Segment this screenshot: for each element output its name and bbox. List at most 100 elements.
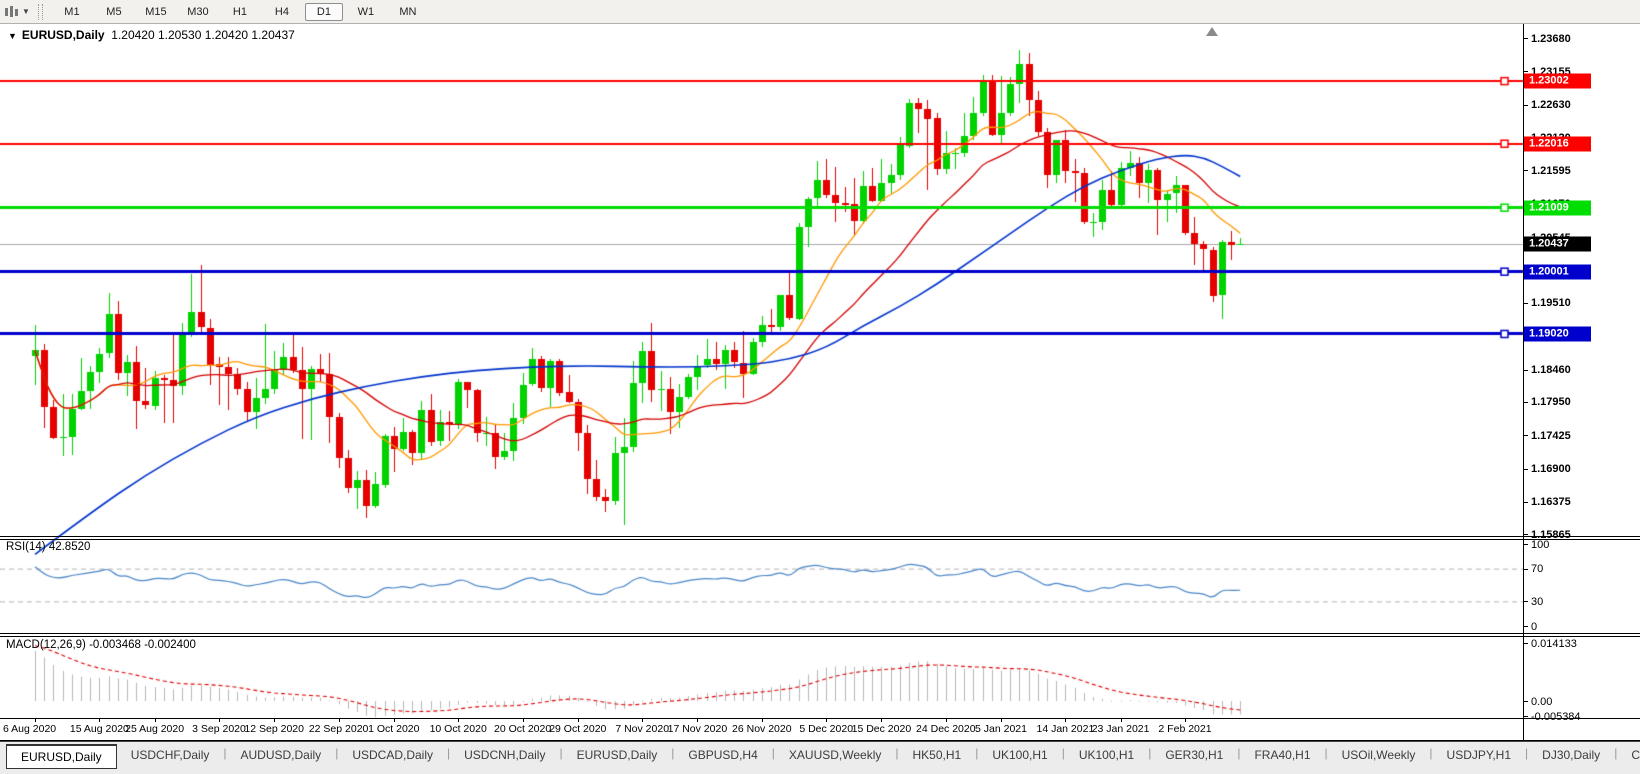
date-axis-label: 24 Dec 2020 [916, 723, 976, 735]
date-tick-mark [577, 718, 579, 722]
chart-tab-usdchf-daily[interactable]: USDCHF,Daily [130, 748, 210, 762]
level-price-badge[interactable]: 1.21009 [1524, 200, 1591, 216]
chart-tab-ger30-h1[interactable]: GER30,H1 [1165, 748, 1224, 762]
date-tick-mark [761, 718, 763, 722]
level-price-badge[interactable]: 1.20001 [1524, 264, 1591, 280]
timeframe-button-h4[interactable]: H4 [274, 5, 289, 18]
date-axis-label: 15 Dec 2020 [851, 723, 912, 735]
date-tick-mark [881, 718, 883, 722]
date-axis-line [0, 718, 1640, 719]
date-tick-mark [154, 718, 156, 722]
date-axis-label: 22 Sep 2020 [308, 723, 369, 735]
date-axis-label: 1 Oct 2020 [368, 723, 420, 735]
date-axis-label: 2 Feb 2021 [1158, 723, 1212, 735]
date-axis-label: 17 Nov 2020 [667, 723, 728, 735]
chart-ohlc-values: 1.20420 1.20530 1.20420 1.20437 [111, 28, 295, 42]
chart-tab-usdcnh-daily[interactable]: USDCNH,Daily [464, 748, 546, 762]
chart-tab-usdjpy-h1[interactable]: USDJPY,H1 [1446, 748, 1512, 762]
chart-tab-xauusd-weekly[interactable]: XAUUSD,Weekly [788, 748, 882, 762]
price-axis-label: 1.23680 [1531, 32, 1571, 45]
timeframe-button-h1[interactable]: H1 [232, 5, 247, 18]
rsi-axis-label: 0 [1531, 620, 1538, 633]
chevron-down-icon[interactable]: ▼ [22, 7, 30, 16]
date-tick-mark [99, 718, 101, 722]
chart-tab-hk50-h1[interactable]: HK50,H1 [912, 748, 962, 762]
collapse-triangle-icon[interactable]: ▼ [8, 31, 17, 41]
chart-tab-uk100-h1[interactable]: UK100,H1 [992, 748, 1048, 762]
chart-tab-gbpusd-h4[interactable]: GBPUSD,H4 [688, 748, 758, 762]
timeframe-button-mn[interactable]: MN [399, 5, 417, 18]
pane-separator[interactable] [0, 636, 1640, 637]
level-price-badge[interactable]: 1.19020 [1524, 326, 1591, 342]
date-axis-label: 15 Aug 2020 [69, 723, 129, 735]
price-axis-label: 1.17950 [1531, 396, 1571, 409]
timeframe-button-m30[interactable]: M30 [187, 5, 209, 18]
pane-separator[interactable] [0, 539, 1640, 540]
date-tick-mark [1185, 718, 1186, 722]
date-axis-label: 5 Dec 2020 [799, 723, 854, 735]
rsi-axis-label: 100 [1531, 538, 1550, 551]
chart-tab-eurusd-daily[interactable]: EURUSD,Daily [6, 744, 117, 769]
chart-tab-fra40-h1[interactable]: FRA40,H1 [1254, 748, 1311, 762]
chart-tab-eurusd-daily[interactable]: EURUSD,Daily [576, 748, 658, 762]
toolbar-grip[interactable] [37, 3, 43, 20]
chart-shift-marker-icon[interactable] [1206, 27, 1218, 36]
current-price-badge: 1.20437 [1524, 236, 1591, 252]
date-tick-mark [826, 718, 828, 722]
timeframe-button-m1[interactable]: M1 [64, 5, 80, 18]
chart-tab-usdcad-daily[interactable]: USDCAD,Daily [352, 748, 433, 762]
date-tick-mark [458, 718, 460, 722]
price-axis-label: 1.21595 [1531, 164, 1571, 177]
chart-tab-uk100-h1[interactable]: UK100,H1 [1078, 748, 1135, 762]
chart-tab-usoil-weekly[interactable]: USOil,Weekly [1341, 748, 1416, 762]
level-price-badge[interactable]: 1.22016 [1524, 136, 1591, 152]
price-axis-label: 1.16900 [1531, 463, 1571, 476]
date-tick-mark [945, 718, 947, 722]
timeframe-toolbar: ▼ M1 M5 M15 M30 H1 H4 D1 W1 MN [0, 0, 1640, 24]
macd-axis-label: 0.014133 [1531, 637, 1577, 650]
date-axis-label: 3 Sep 2020 [192, 723, 246, 735]
date-axis-label: 12 Sep 2020 [244, 723, 304, 735]
chart-type-icon[interactable]: ▼ [4, 5, 36, 19]
price-tick-mark [1523, 170, 1528, 172]
date-axis-label: 14 Jan 2021 [1036, 723, 1095, 735]
price-tick-mark [1523, 534, 1528, 536]
rsi-indicator-label: RSI(14) 42.8520 [6, 541, 91, 553]
chart-tab-dj30-daily[interactable]: DJ30,Daily [1542, 748, 1601, 762]
level-price-badge[interactable]: 1.23002 [1524, 73, 1591, 89]
date-axis-label: 25 Aug 2020 [125, 723, 185, 735]
timeframe-button-w1[interactable]: W1 [357, 5, 375, 18]
timeframe-button-m5[interactable]: M5 [106, 5, 122, 18]
date-tick-mark [522, 718, 524, 722]
timeframe-button-m15[interactable]: M15 [145, 5, 167, 18]
macd-axis-label: -0.005384 [1531, 710, 1581, 723]
price-tick-mark [1523, 401, 1528, 403]
date-tick-mark [1065, 718, 1067, 722]
pane-separator[interactable] [0, 536, 1640, 537]
macd-tick-mark [1523, 716, 1528, 717]
price-axis-label: 1.16375 [1531, 496, 1571, 509]
timeframe-button-d1[interactable]: D1 [304, 2, 343, 21]
chart-tab-audusd-daily[interactable]: AUDUSD,Daily [240, 748, 322, 762]
macd-indicator-label: MACD(12,26,9) -0.003468 -0.002400 [6, 639, 196, 651]
pane-separator[interactable] [0, 633, 1640, 634]
date-tick-mark [274, 718, 276, 722]
price-tick-mark [1523, 71, 1528, 73]
date-tick-mark [1001, 718, 1002, 722]
price-axis-label: 1.19510 [1531, 297, 1571, 310]
date-tick-mark [642, 718, 644, 722]
candlestick-icon [4, 5, 18, 19]
chart-tab-bar: EURUSD,Daily USDCHF,Daily | AUDUSD,Daily | US… [0, 741, 1640, 774]
date-axis-label: 7 Nov 2020 [615, 723, 670, 735]
macd-tick-mark [1523, 643, 1528, 645]
date-tick-mark [1120, 718, 1122, 722]
date-tick-mark [219, 718, 220, 722]
rsi-axis-label: 30 [1531, 595, 1544, 608]
rsi-tick-mark [1523, 544, 1528, 545]
date-axis-label: 20 Oct 2020 [493, 723, 552, 735]
date-axis-label: 5 Jan 2021 [975, 723, 1027, 735]
macd-tick-mark [1523, 701, 1528, 702]
chart-tab-china300-h1[interactable]: CHINA300,H1 [1631, 748, 1640, 762]
price-tick-mark [1523, 468, 1528, 470]
